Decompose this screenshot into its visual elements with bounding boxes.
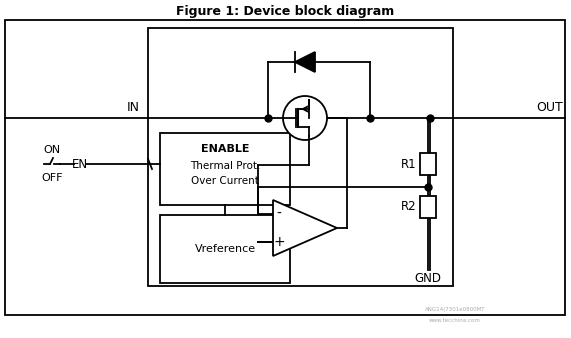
Text: GND: GND (415, 271, 441, 285)
Text: Over Current: Over Current (191, 176, 259, 186)
Bar (5, 20, 565, 315)
Text: ON: ON (43, 145, 61, 155)
Text: ENABLE: ENABLE (201, 144, 250, 154)
Text: +: + (273, 235, 285, 249)
Circle shape (283, 96, 327, 140)
Polygon shape (273, 200, 337, 256)
Bar (420, 196, 436, 218)
Text: www.tecchina.com: www.tecchina.com (429, 317, 481, 322)
Text: ANG14(7301e0800MT: ANG14(7301e0800MT (425, 308, 485, 313)
Text: Vreference: Vreference (195, 244, 256, 254)
Text: -: - (276, 207, 282, 221)
Text: Figure 1: Device block diagram: Figure 1: Device block diagram (176, 5, 395, 19)
Text: OUT: OUT (536, 101, 563, 114)
Text: Thermal Prot.: Thermal Prot. (190, 161, 260, 171)
Polygon shape (295, 52, 315, 72)
Bar (160, 133, 290, 205)
Text: EN: EN (72, 158, 88, 170)
Bar (160, 215, 290, 283)
Text: IN: IN (127, 101, 140, 114)
Bar (420, 153, 436, 175)
Text: R1: R1 (400, 158, 416, 170)
Text: R2: R2 (400, 200, 416, 214)
Text: OFF: OFF (41, 173, 63, 183)
Bar (148, 28, 453, 286)
